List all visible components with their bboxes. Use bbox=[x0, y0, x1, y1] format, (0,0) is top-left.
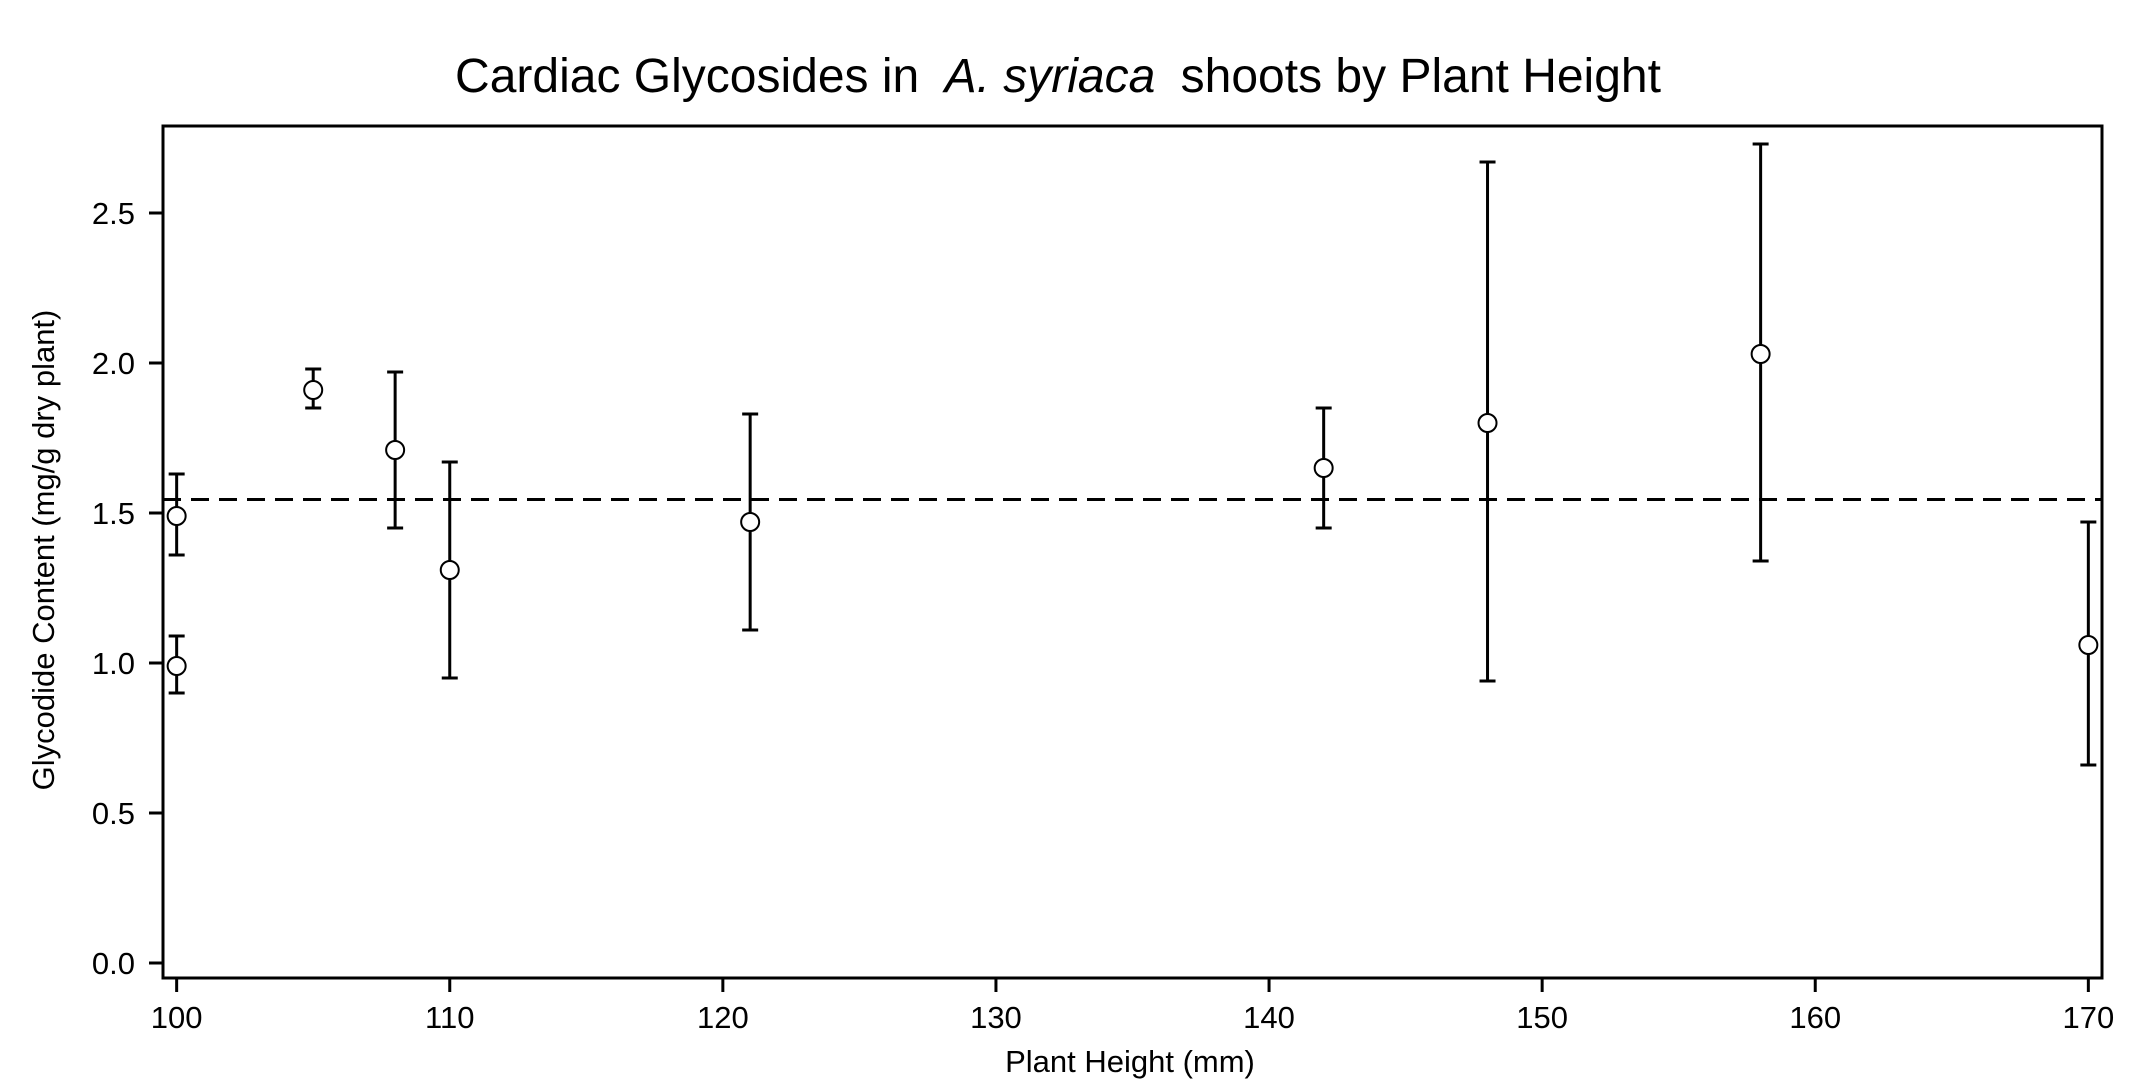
chart-title-species: A. syriaca bbox=[942, 50, 1156, 103]
y-axis: 0.0 0.5 1.0 1.5 2.0 2.5 bbox=[92, 196, 163, 981]
y-tick-label: 1.5 bbox=[92, 496, 135, 531]
chart-title-prefix: Cardiac Glycosides in bbox=[455, 50, 919, 103]
errorbar-layer bbox=[168, 142, 2097, 767]
data-point bbox=[166, 506, 187, 526]
data-point bbox=[303, 380, 324, 400]
data-point bbox=[1313, 458, 1334, 478]
x-tick-label: 150 bbox=[1516, 1000, 1568, 1035]
y-tick-label: 0.0 bbox=[92, 946, 135, 981]
chart-title: Cardiac Glycosides in A. syriaca shoots … bbox=[455, 50, 1661, 103]
x-tick-label: 120 bbox=[697, 1000, 749, 1035]
x-tick-label: 110 bbox=[425, 1000, 474, 1035]
x-tick-label: 140 bbox=[1243, 1000, 1295, 1035]
y-tick-label: 1.0 bbox=[92, 646, 135, 681]
x-tick-label: 130 bbox=[970, 1000, 1022, 1035]
data-point bbox=[166, 656, 187, 676]
data-point bbox=[385, 440, 406, 460]
x-tick-label: 160 bbox=[1789, 1000, 1841, 1035]
x-tick-label: 100 bbox=[151, 1000, 203, 1035]
plot-frame bbox=[161, 124, 2104, 980]
y-tick-label: 0.5 bbox=[92, 796, 135, 831]
y-tick-label: 2.5 bbox=[92, 196, 135, 231]
data-point bbox=[439, 560, 460, 580]
y-axis-label: Glycodide Content (mg/g dry plant) bbox=[26, 310, 61, 791]
y-tick-label: 2.0 bbox=[92, 346, 135, 381]
chart-title-suffix: shoots by Plant Height bbox=[1181, 50, 1661, 103]
data-point bbox=[1477, 413, 1498, 433]
x-tick-label: 170 bbox=[2062, 1000, 2114, 1035]
data-point bbox=[2078, 635, 2099, 655]
data-point bbox=[1750, 344, 1771, 364]
x-axis: 100 110 120 130 140 150 160 170 bbox=[151, 978, 2114, 1035]
x-axis-label: Plant Height (mm) bbox=[1005, 1044, 1255, 1079]
point-layer bbox=[166, 344, 2099, 676]
data-point bbox=[740, 512, 761, 532]
